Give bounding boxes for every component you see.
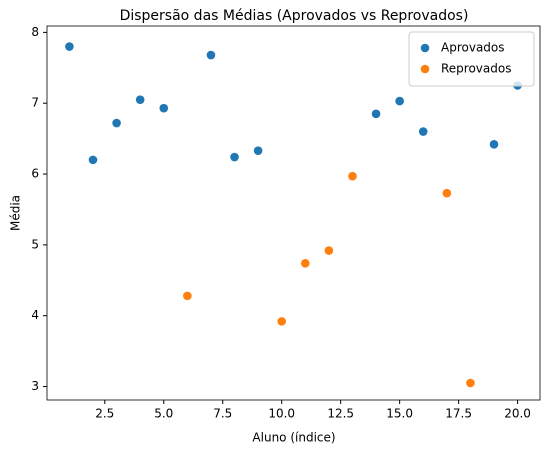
x-tick-label: 5.0	[154, 407, 173, 421]
plot-frame	[46, 25, 541, 401]
point	[418, 127, 428, 136]
x-tick-label: 17.5	[445, 407, 472, 421]
legend-marker	[420, 64, 430, 74]
point	[466, 378, 475, 388]
point	[300, 258, 310, 268]
x-tick-label: 10.0	[268, 407, 295, 421]
point	[489, 139, 499, 149]
legend-label: Reprovados	[441, 62, 511, 76]
point	[253, 146, 263, 155]
x-tick-label: 12.5	[327, 407, 354, 421]
point	[65, 42, 74, 51]
point	[395, 96, 404, 106]
y-tick-label: 5	[31, 237, 39, 251]
legend: Aprovados Reprovados	[408, 31, 535, 87]
x-tick-label: 15.0	[386, 407, 413, 421]
y-tick-label: 6	[31, 167, 39, 181]
legend-box	[408, 31, 535, 87]
legend-marker	[420, 43, 430, 53]
chart-title: Dispersão das Médias (Aprovados vs Repro…	[120, 8, 469, 24]
x-axis-label: Aluno (índice)	[252, 431, 335, 445]
point	[230, 152, 239, 162]
y-tick-label: 3	[31, 379, 39, 393]
y-tick-label: 7	[31, 96, 39, 110]
point	[112, 118, 121, 128]
x-tick-label: 20.0	[504, 407, 531, 421]
point	[371, 109, 381, 119]
point	[183, 291, 192, 301]
y-tick-label: 4	[31, 308, 39, 322]
point	[206, 50, 216, 60]
point	[88, 155, 98, 165]
point	[324, 246, 334, 255]
point	[277, 317, 287, 326]
legend-label: Aprovados	[441, 41, 505, 55]
y-axis-label: Média	[9, 195, 23, 231]
point	[159, 103, 169, 113]
point	[442, 188, 452, 198]
x-tick-label: 7.5	[213, 407, 232, 421]
point	[348, 171, 357, 181]
point	[135, 95, 145, 104]
x-tick-label: 2.5	[95, 407, 114, 421]
y-tick-label: 8	[31, 25, 39, 39]
